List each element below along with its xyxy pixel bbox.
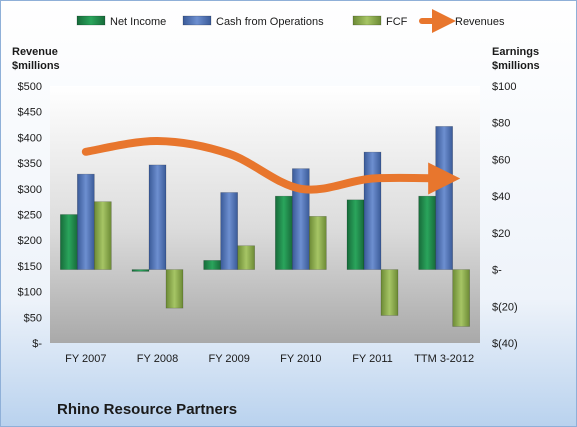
bar-cash-from-operations bbox=[77, 173, 95, 270]
right-tick-label: $40 bbox=[492, 191, 510, 203]
bar-fcf bbox=[237, 245, 255, 270]
left-tick-label: $200 bbox=[18, 235, 42, 247]
bar-cash-from-operations bbox=[363, 151, 382, 270]
right-tick-label: $100 bbox=[492, 81, 516, 93]
left-tick-label: $450 bbox=[18, 107, 42, 119]
bar-cash-from-operations bbox=[220, 192, 238, 270]
legend-label-cash-from-operations: Cash from Operations bbox=[216, 16, 324, 28]
chart-title: Rhino Resource Partners bbox=[57, 401, 237, 418]
left-tick-label: $400 bbox=[18, 132, 42, 144]
legend-label-revenues: Revenues bbox=[455, 16, 505, 28]
right-tick-label: $80 bbox=[492, 118, 510, 130]
x-tick-label: FY 2011 bbox=[352, 353, 393, 365]
bars bbox=[60, 126, 470, 327]
bar-fcf bbox=[165, 269, 184, 309]
x-tick-label: FY 2007 bbox=[65, 353, 106, 365]
right-tick-label: $(20) bbox=[492, 301, 518, 313]
revenue-line bbox=[81, 136, 461, 195]
bar-cash-from-operations bbox=[435, 126, 453, 270]
bar-fcf bbox=[309, 216, 327, 270]
right-axis-title-line1: Earnings bbox=[492, 46, 539, 58]
right-axis-ticks: $(40) $(20) $- $20 $40 $60 $80 $100 bbox=[492, 81, 518, 350]
left-tick-label: $50 bbox=[24, 312, 42, 324]
left-tick-label: $300 bbox=[18, 184, 42, 196]
right-tick-label: $(40) bbox=[492, 338, 518, 350]
x-tick-label: FY 2009 bbox=[208, 353, 249, 365]
legend-swatch-fcf bbox=[352, 15, 382, 26]
bar-net-income bbox=[131, 269, 150, 272]
bar-fcf bbox=[380, 269, 399, 316]
left-axis-ticks: $- $50 $100 $150 $200 $250 $300 $350 $400 $450 $50… bbox=[18, 81, 43, 350]
x-axis-ticks: FY 2007 FY 2008 FY 2009 FY 2010 FY 2011 TTM 3… bbox=[65, 353, 474, 365]
right-axis-title-line2: $millions bbox=[492, 60, 540, 72]
x-tick-label: FY 2008 bbox=[137, 353, 178, 365]
right-tick-label: $20 bbox=[492, 228, 510, 240]
bar-fcf bbox=[452, 269, 470, 327]
bar-net-income bbox=[418, 195, 436, 270]
bar-fcf bbox=[94, 201, 112, 270]
right-tick-label: $- bbox=[492, 265, 502, 277]
right-tick-label: $60 bbox=[492, 154, 510, 166]
legend: Net Income Cash from Operations FCF Revenue… bbox=[76, 9, 505, 33]
left-axis-title-line1: Revenue bbox=[12, 46, 58, 58]
bar-net-income bbox=[275, 195, 293, 270]
left-tick-label: $- bbox=[32, 338, 42, 350]
bar-net-income bbox=[346, 199, 365, 270]
legend-label-net-income: Net Income bbox=[110, 16, 166, 28]
left-tick-label: $250 bbox=[18, 210, 42, 222]
left-tick-label: $150 bbox=[18, 261, 42, 273]
x-tick-label: FY 2010 bbox=[280, 353, 321, 365]
plot-area bbox=[50, 86, 480, 343]
revenue-line-group bbox=[81, 136, 461, 195]
left-axis-title-line2: $millions bbox=[12, 60, 60, 72]
x-tick-label: TTM 3-2012 bbox=[414, 353, 474, 365]
bar-net-income bbox=[203, 260, 221, 270]
legend-label-fcf: FCF bbox=[386, 16, 408, 28]
legend-swatch-net-income bbox=[76, 15, 106, 26]
bar-cash-from-operations bbox=[148, 164, 167, 270]
left-tick-label: $500 bbox=[18, 81, 42, 93]
bar-net-income bbox=[60, 214, 78, 270]
legend-swatch-cash-from-operations bbox=[182, 15, 212, 26]
left-tick-label: $350 bbox=[18, 158, 42, 170]
left-tick-label: $100 bbox=[18, 287, 42, 299]
